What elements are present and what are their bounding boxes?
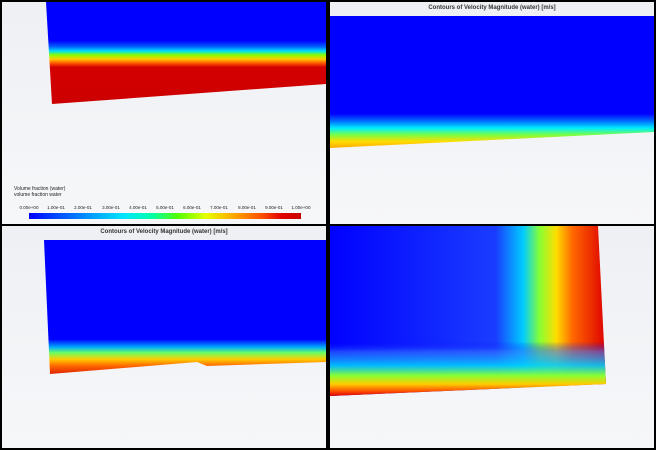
legend-tick: 1.00e-01 [47, 205, 65, 210]
panel-title: Contours of Velocity Magnitude (water) [… [100, 229, 228, 235]
fluid-domain [46, 2, 326, 104]
legend-tick: 6.00e-01 [183, 205, 201, 210]
legend-tick: 0.00e+00 [19, 205, 39, 210]
velocity-contour-1 [330, 16, 654, 148]
volume-fraction-contour [46, 2, 326, 104]
fluid-domain [44, 240, 326, 374]
legend-tick: 9.00e-01 [265, 205, 283, 210]
legend-tick: 7.00e-01 [210, 205, 228, 210]
color-legend: Volume fraction (water) volume fraction … [14, 186, 319, 219]
legend-tick: 8.00e-01 [238, 205, 256, 210]
legend-tick: 1.00e+00 [291, 205, 311, 210]
near-wall-layer [330, 226, 606, 396]
panel-velocity-corner[interactable] [330, 226, 654, 448]
velocity-contour-corner [330, 226, 606, 396]
velocity-contour-2 [44, 240, 326, 374]
legend-colorbar [29, 213, 301, 219]
panel-title: Contours of Velocity Magnitude (water) [… [428, 5, 556, 11]
fluid-domain [330, 16, 654, 148]
legend-title: Volume fraction (water) [14, 186, 66, 192]
panel-velocity-magnitude-2[interactable]: Contours of Velocity Magnitude (water) [… [2, 226, 326, 448]
legend-tick: 4.00e-01 [129, 205, 147, 210]
legend-tick: 2.00e-01 [74, 205, 92, 210]
legend-ticks: 0.00e+00 1.00e-01 2.00e-01 3.00e-01 4.00… [14, 205, 319, 213]
legend-tick: 5.00e-01 [156, 205, 174, 210]
legend-subtitle: volume fraction water [14, 192, 62, 198]
panel-velocity-magnitude-1[interactable]: Contours of Velocity Magnitude (water) [… [330, 2, 654, 224]
legend-tick: 3.00e-01 [102, 205, 120, 210]
panel-volume-fraction[interactable]: Volume fraction (water) volume fraction … [2, 2, 326, 224]
